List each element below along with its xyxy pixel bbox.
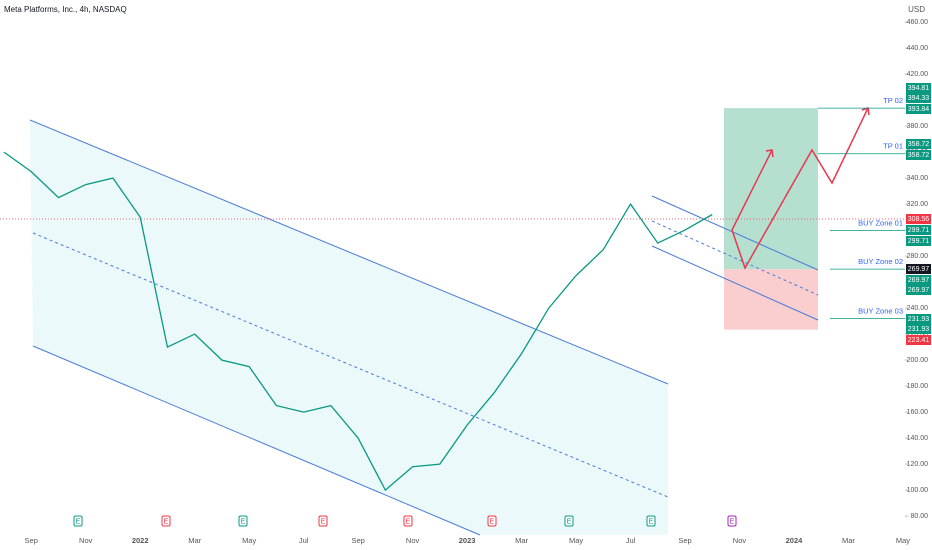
event-marker [487,515,497,527]
price-tag [906,150,931,160]
event-label: E [164,518,169,525]
event-marker [73,515,83,527]
event-label: E [649,518,654,525]
event-marker [403,515,413,527]
price-tag [906,225,931,235]
arrow [731,149,773,231]
chart-title: Meta Platforms, Inc., 4h, NASDAQ [4,5,127,14]
price-tag-label: 269.97 [908,277,930,284]
price-tag-label: 269.97 [908,266,930,273]
event-marker [564,515,574,527]
y-tick-label: 80.00 [910,513,928,520]
x-tick-label: Sep [678,536,691,545]
currency: USD [908,5,925,14]
event-marker [161,515,171,527]
channel-lower [32,345,481,536]
y-tick-label: 200.00 [907,357,929,364]
price-tag [906,93,931,103]
x-tick-label: May [569,536,583,545]
price-tag-label: 299.71 [908,227,930,234]
y-tick-label: 440.00 [907,45,929,52]
x-tick-label: 2023 [459,536,476,545]
level-label: BUY Zone 03 [858,307,903,316]
price-tag [906,275,931,285]
x-tick-label: Nov [733,536,747,545]
x-tick-label: Sep [25,536,38,545]
price-tag-label: 358.72 [908,141,930,148]
x-tick-label: Mar [515,536,528,545]
small-channel-upper [651,195,819,271]
price-tag-label: 223.41 [908,337,930,344]
price-tag-label: 299.71 [908,238,930,245]
event-label: E [241,518,246,525]
price-tag [906,285,931,295]
y-tick-label: 100.00 [907,487,929,494]
price-tag [906,264,931,274]
event-marker [318,515,328,527]
x-tick-label: 2024 [786,536,804,545]
price-tag [906,236,931,246]
channel-upper [29,119,669,385]
level-label: BUY Zone 02 [858,257,903,266]
event-label: E [406,518,411,525]
price-tag-label: 394.81 [908,85,930,92]
x-tick-label: Jul [626,536,636,545]
price-tag-label: 394.33 [908,95,930,102]
y-tick-label: 380.00 [907,123,929,130]
price-tag [906,324,931,334]
y-tick-label: 340.00 [907,175,929,182]
event-label: E [321,518,326,525]
level-label: TP 01 [883,142,903,151]
y-tick-label: 220.00 [907,331,929,338]
x-tick-label: Sep [351,536,364,545]
y-tick-label: 120.00 [907,461,929,468]
event-marker [727,515,737,527]
price-tag [906,314,931,324]
y-tick-label: 180.00 [907,383,929,390]
y-tick-label: 140.00 [907,435,929,442]
x-tick-label: Mar [188,536,201,545]
y-tick-label: 320.00 [907,201,929,208]
x-tick-label: Mar [842,536,855,545]
small-channel-lower [651,245,819,321]
x-tick-label: 2022 [132,536,149,545]
price-tag-label: 231.93 [908,326,930,333]
y-tick-label: 160.00 [907,409,929,416]
event-marker [238,515,248,527]
y-tick-label: 280.00 [907,253,929,260]
price-tag-label: 308.56 [908,216,930,223]
price-tag-label: 269.97 [908,287,930,294]
price-tag [906,335,931,345]
x-tick-label: Jul [299,536,309,545]
event-label: E [567,518,572,525]
arrow [731,107,869,270]
price-tag [906,83,931,93]
event-label: E [490,518,495,525]
x-tick-label: May [242,536,256,545]
level-label: TP 02 [883,96,903,105]
price-tag [906,104,931,114]
x-tick-label: Nov [79,536,93,545]
price-line [3,151,713,492]
event-label: E [76,518,81,525]
y-tick-label: 420.00 [907,71,929,78]
event-label: E [730,518,735,525]
y-tick-label: 460.00 [907,19,929,26]
price-tag-label: 358.72 [908,152,930,159]
price-tag-label: 231.93 [908,316,930,323]
x-tick-label: Nov [406,536,420,545]
price-tag [906,214,931,224]
target-zone [724,108,818,270]
y-tick-label: 240.00 [907,305,929,312]
level-label: BUY Zone 01 [858,218,903,227]
x-tick-label: May [896,536,910,545]
arrow-head [765,149,774,158]
channel-fill [30,120,668,535]
channel-mid [32,232,669,498]
event-marker [646,515,656,527]
price-tag [906,139,931,149]
price-tag-label: 393.84 [908,106,930,113]
